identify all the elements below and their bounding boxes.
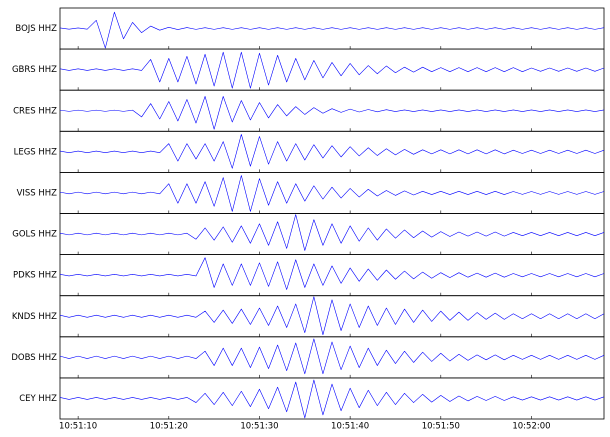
waveform bbox=[59, 175, 605, 212]
waveform bbox=[59, 257, 605, 290]
trace-label: GOLS HHZ bbox=[12, 230, 57, 240]
trace-label: KNDS HHZ bbox=[12, 312, 57, 322]
waveform bbox=[59, 134, 605, 169]
trace-panel bbox=[59, 48, 605, 91]
trace-label: CRES HHZ bbox=[13, 106, 57, 116]
waveform bbox=[59, 379, 605, 419]
trace-panel bbox=[59, 377, 605, 420]
trace-label: BOJS HHZ bbox=[15, 24, 57, 34]
waveform bbox=[59, 338, 605, 375]
waveform bbox=[59, 214, 605, 251]
trace-panel bbox=[59, 295, 605, 338]
trace-panel bbox=[59, 171, 605, 214]
trace-panel bbox=[59, 130, 605, 173]
x-tick-label: 10:51:30 bbox=[240, 422, 278, 432]
trace-panel bbox=[59, 7, 605, 50]
trace-label: CEY HHZ bbox=[19, 394, 57, 404]
waveform bbox=[59, 296, 605, 336]
x-tick-label: 10:51:50 bbox=[422, 422, 460, 432]
x-tick-label: 10:52:00 bbox=[512, 422, 550, 432]
trace-label: PDKS HHZ bbox=[13, 271, 57, 281]
waveform bbox=[59, 11, 605, 49]
waveform bbox=[59, 96, 605, 130]
x-tick-label: 10:51:40 bbox=[331, 422, 369, 432]
trace-panel bbox=[59, 254, 605, 297]
trace-label: GBRS HHZ bbox=[12, 65, 57, 75]
x-tick-label: 10:51:10 bbox=[59, 422, 97, 432]
trace-panel bbox=[59, 213, 605, 255]
trace-panel bbox=[59, 89, 605, 132]
waveform bbox=[59, 51, 605, 89]
trace-label: LEGS HHZ bbox=[14, 147, 58, 157]
trace-label: DOBS HHZ bbox=[11, 353, 57, 363]
trace-label: VISS HHZ bbox=[17, 188, 58, 198]
x-tick-label: 10:51:20 bbox=[150, 422, 188, 432]
